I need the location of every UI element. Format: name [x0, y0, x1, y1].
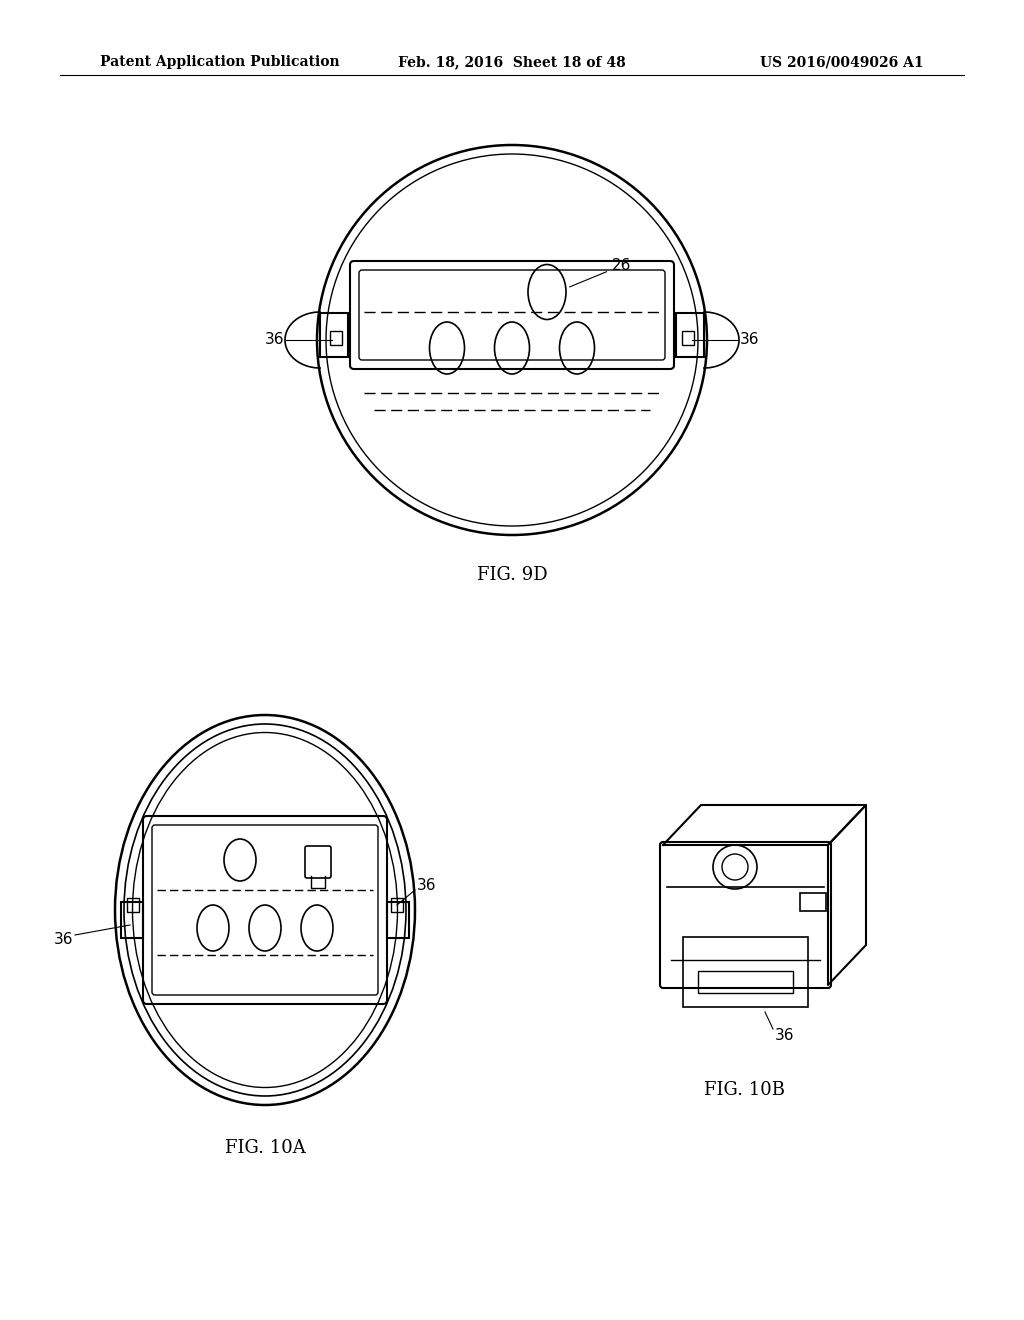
- Text: FIG. 10A: FIG. 10A: [224, 1139, 305, 1158]
- Text: US 2016/0049026 A1: US 2016/0049026 A1: [761, 55, 924, 69]
- Text: Feb. 18, 2016  Sheet 18 of 48: Feb. 18, 2016 Sheet 18 of 48: [398, 55, 626, 69]
- Text: FIG. 9D: FIG. 9D: [477, 566, 547, 583]
- Text: 36: 36: [53, 932, 73, 948]
- Text: Patent Application Publication: Patent Application Publication: [100, 55, 340, 69]
- Text: 26: 26: [569, 257, 632, 286]
- Text: 36: 36: [264, 333, 284, 347]
- Text: 36: 36: [740, 333, 760, 347]
- Text: 36: 36: [417, 878, 436, 892]
- Text: FIG. 10B: FIG. 10B: [705, 1081, 785, 1100]
- Text: 36: 36: [775, 1027, 795, 1043]
